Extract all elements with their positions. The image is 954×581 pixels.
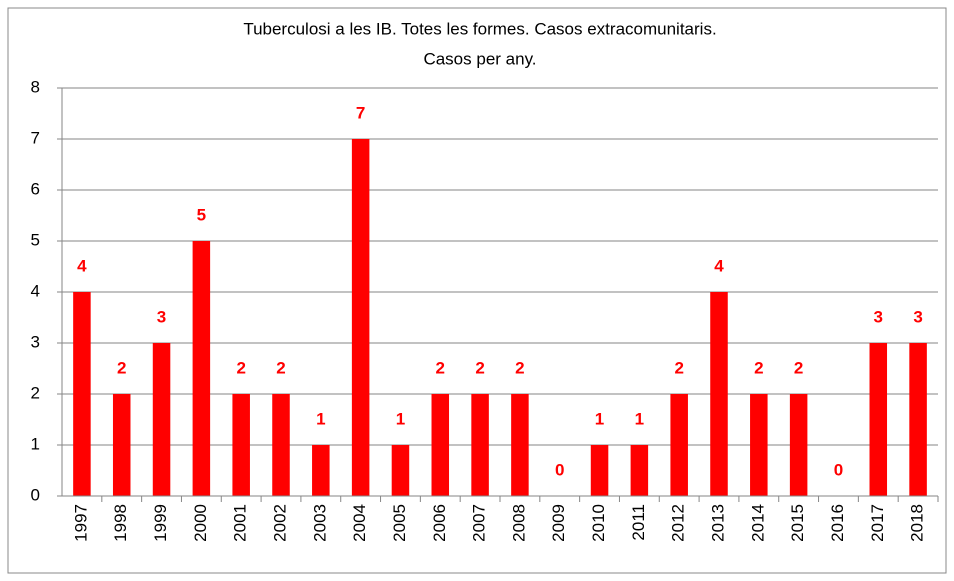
data-label: 3 [874, 307, 883, 326]
data-label: 5 [197, 205, 206, 224]
x-tick-label: 2006 [430, 504, 449, 542]
data-label: 7 [356, 103, 365, 122]
y-tick-label: 2 [31, 383, 40, 402]
x-tick-label: 2012 [669, 504, 688, 542]
data-label: 3 [157, 307, 166, 326]
x-tick-label: 2013 [708, 504, 727, 542]
x-tick-label: 2005 [390, 504, 409, 542]
data-label: 2 [794, 358, 803, 377]
bar [312, 445, 330, 496]
y-tick-label: 5 [31, 230, 40, 249]
bar [789, 394, 808, 496]
bar [630, 445, 649, 496]
bar [272, 394, 290, 496]
x-tick-label: 2014 [748, 504, 767, 542]
y-tick-label: 8 [31, 77, 40, 96]
bar [670, 394, 688, 496]
bar [232, 394, 250, 496]
x-tick-label: 2009 [549, 504, 568, 542]
bar [391, 445, 410, 496]
x-tick-label: 1997 [71, 504, 90, 542]
y-tick-label: 4 [31, 281, 40, 300]
y-tick-label: 1 [31, 434, 40, 453]
bar [869, 343, 888, 496]
data-label: 2 [236, 358, 245, 377]
x-tick-label: 2015 [788, 504, 807, 542]
data-label: 0 [555, 460, 564, 479]
chart-title: Tuberculosi a les IB. Totes les formes. … [243, 19, 716, 38]
x-tick-label: 2002 [270, 504, 289, 542]
bar [710, 292, 728, 496]
bar [471, 394, 489, 496]
data-label: 2 [117, 358, 126, 377]
x-tick-label: 2000 [191, 504, 210, 542]
y-tick-label: 0 [31, 485, 40, 504]
data-label: 1 [316, 409, 325, 428]
bar [590, 445, 609, 496]
x-tick-label: 2008 [509, 504, 528, 542]
x-tick-label: 2016 [828, 504, 847, 542]
x-tick-label: 2017 [868, 504, 887, 542]
data-label: 1 [595, 409, 604, 428]
data-label: 2 [515, 358, 524, 377]
data-label: 4 [714, 256, 724, 275]
x-tick-label: 1998 [111, 504, 130, 542]
bar [909, 343, 927, 496]
data-label: 4 [77, 256, 87, 275]
bar [112, 394, 131, 496]
x-tick-label: 2007 [470, 504, 489, 542]
bar [152, 343, 171, 496]
data-label: 1 [396, 409, 405, 428]
bar [750, 394, 768, 496]
bar [431, 394, 450, 496]
bar [511, 394, 529, 496]
x-tick-label: 1999 [151, 504, 170, 542]
x-tick-label: 2011 [629, 504, 648, 541]
x-tick-label: 2003 [310, 504, 329, 542]
x-tick-label: 2018 [908, 504, 927, 542]
data-label: 2 [436, 358, 445, 377]
data-label: 2 [276, 358, 285, 377]
y-tick-label: 3 [31, 332, 40, 351]
data-label: 2 [674, 358, 683, 377]
data-label: 2 [754, 358, 763, 377]
bar [73, 292, 91, 496]
data-label: 1 [635, 409, 644, 428]
chart-title: Casos per any. [423, 49, 536, 68]
bar [192, 241, 211, 496]
bar [351, 139, 370, 496]
x-tick-label: 2004 [350, 504, 369, 542]
x-tick-label: 2001 [231, 504, 250, 542]
data-label: 2 [475, 358, 484, 377]
x-tick-label: 2010 [589, 504, 608, 542]
data-label: 0 [834, 460, 843, 479]
y-tick-label: 6 [31, 179, 40, 198]
data-label: 3 [913, 307, 922, 326]
y-tick-label: 7 [31, 128, 40, 147]
